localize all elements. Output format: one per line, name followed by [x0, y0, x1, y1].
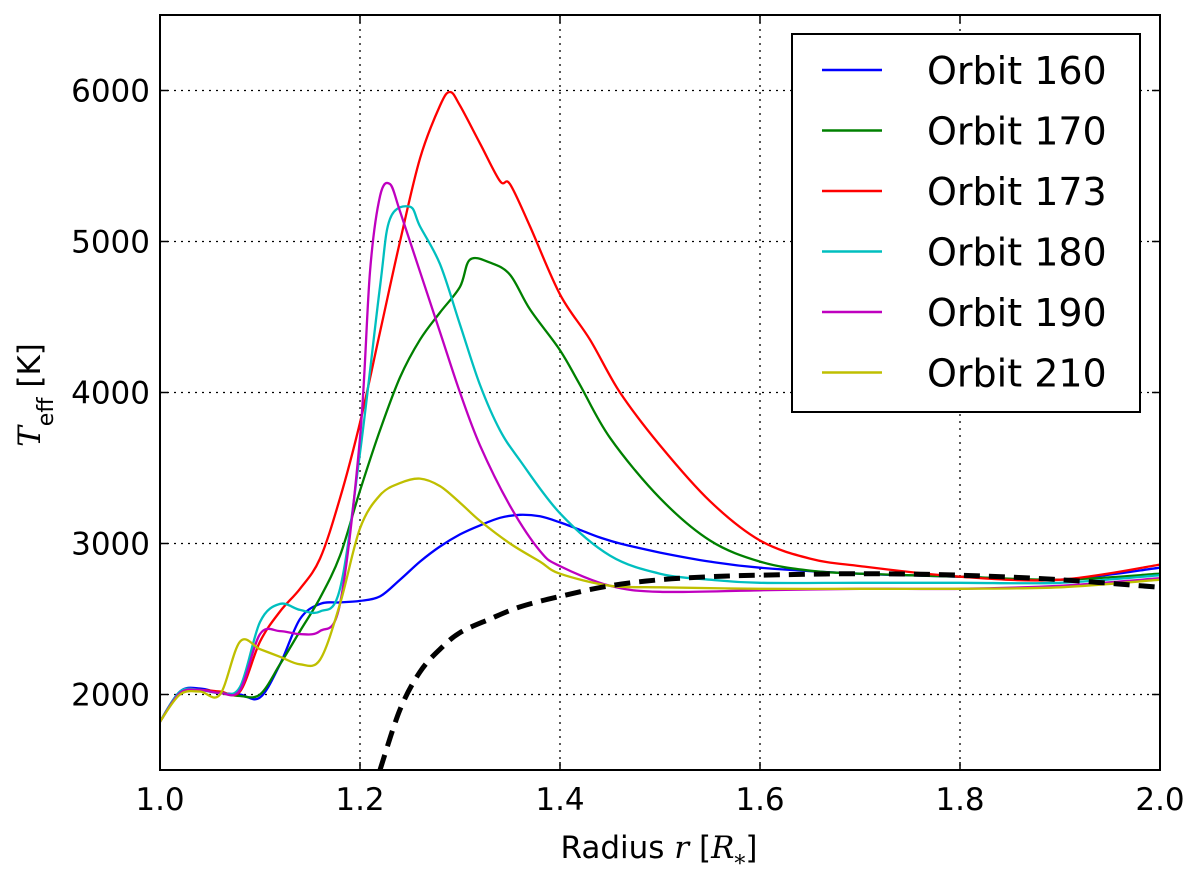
- x-tick-label: 1.2: [335, 782, 384, 818]
- x-tick-label: 1.4: [535, 782, 584, 818]
- legend-label-orbit-190: Orbit 190: [927, 291, 1107, 335]
- legend-box: [791, 33, 1141, 413]
- y-axis-label: Teff [K]: [12, 343, 59, 447]
- y-tick-label: 2000: [71, 678, 150, 714]
- y-axis-label-sub: eff: [34, 397, 59, 427]
- y-axis-label-var: T: [12, 424, 48, 447]
- series-layer: [160, 90, 1160, 770]
- series-line-orbit-170: [160, 256, 1160, 723]
- x-tick-label: 1.6: [735, 782, 784, 818]
- series-line-orbit-173: [160, 90, 1160, 723]
- y-tick-label: 6000: [71, 74, 150, 110]
- series-line-orbit-210: [160, 477, 1160, 723]
- x-axis-label-unit-sub: *: [734, 852, 745, 875]
- legend-label-orbit-180: Orbit 180: [927, 231, 1107, 275]
- series-line-orbit-190: [160, 181, 1160, 723]
- legend-label-orbit-170: Orbit 170: [927, 110, 1107, 154]
- x-tick-label: 1.8: [935, 782, 984, 818]
- x-axis-label-unit: R: [710, 830, 734, 866]
- series-line-reference-dashed: [377, 571, 1160, 770]
- y-tick-label: 5000: [71, 225, 150, 261]
- x-axis-label-text: Radius: [560, 830, 674, 866]
- legend-label-orbit-173: Orbit 173: [927, 170, 1107, 214]
- ticks: 1.0 1.2 1.4 1.6 1.8 2.0 2000 3000 4000 5000 6000: [71, 15, 1185, 818]
- legend-label-orbit-210: Orbit 210: [927, 352, 1107, 396]
- x-axis-label: Radius r [R*]: [560, 830, 757, 875]
- y-tick-label: 4000: [71, 376, 150, 412]
- legend-label-orbit-160: Orbit 160: [927, 49, 1107, 93]
- x-tick-label: 1.0: [135, 782, 184, 818]
- series-line-orbit-180: [160, 205, 1160, 723]
- x-axis-label-close: ]: [745, 830, 757, 866]
- x-axis-label-var: r: [674, 830, 691, 866]
- x-tick-label: 2.0: [1135, 782, 1184, 818]
- x-axis-label-open: [: [689, 830, 711, 866]
- series-line-orbit-160: [160, 513, 1160, 723]
- y-tick-label: 3000: [71, 527, 150, 563]
- y-axis-label-unit: [K]: [12, 343, 48, 397]
- legend: Orbit 160 Orbit 170 Orbit 173 Orbit 180 Orbi…: [791, 33, 1141, 413]
